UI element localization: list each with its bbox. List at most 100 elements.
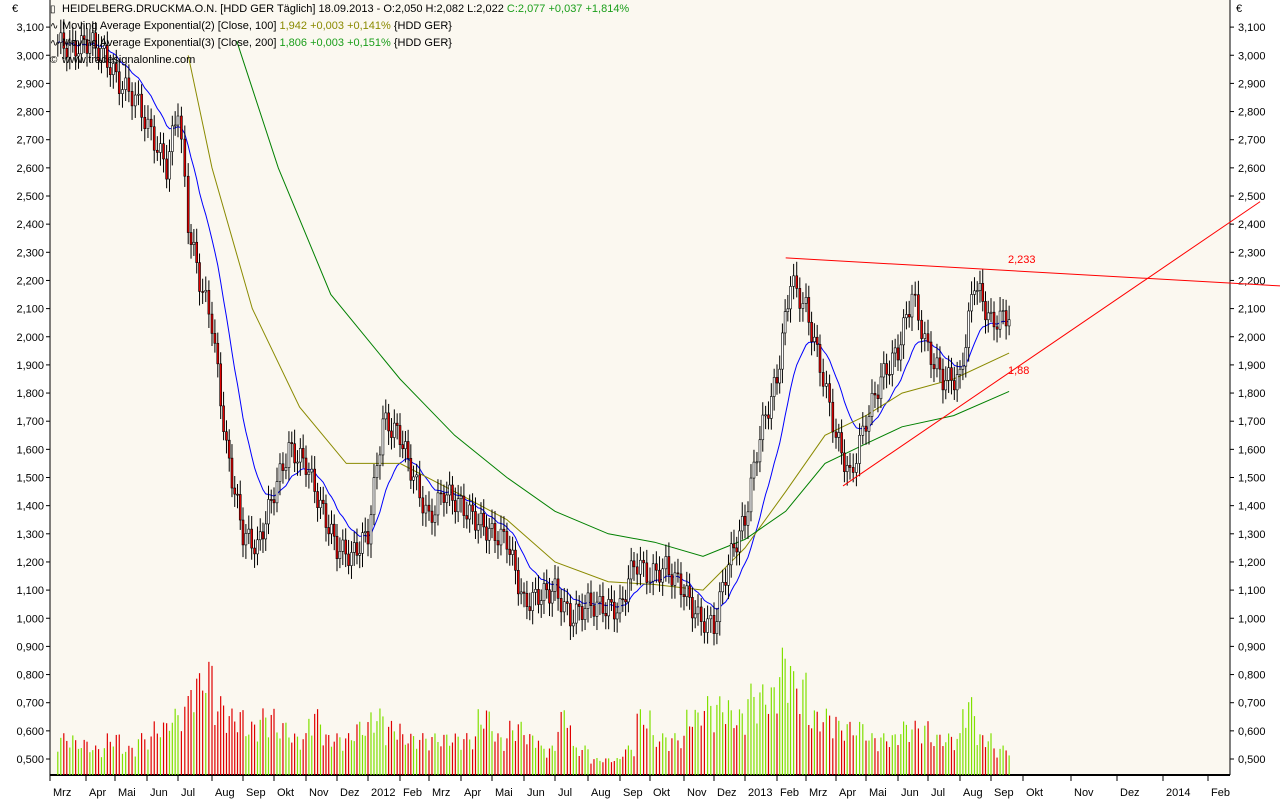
- candle-body: [1007, 319, 1011, 327]
- candle-body: [304, 457, 308, 475]
- trendline: [842, 201, 1261, 487]
- candle-body: [140, 93, 143, 118]
- candle-body: [299, 448, 302, 463]
- x-tick-label: Aug: [591, 787, 611, 799]
- candle-body: [121, 89, 124, 94]
- candle-body: [88, 42, 92, 54]
- candle-body: [56, 42, 60, 44]
- candle-body: [508, 548, 512, 555]
- candle-body: [738, 530, 741, 553]
- candle-body: [845, 465, 849, 472]
- candle-body: [688, 585, 691, 598]
- candle-body: [635, 566, 639, 575]
- y-tick-label-left: 0,600: [16, 726, 44, 738]
- x-tick-label: Nov: [687, 787, 707, 799]
- candle-body: [929, 341, 933, 365]
- candle-body: [752, 461, 756, 479]
- candle-body: [569, 603, 572, 627]
- legend-ema100: ∿ Moving Average Exponential(2) [Close, 1…: [50, 18, 629, 35]
- y-tick-label-left: 1,200: [16, 557, 44, 569]
- candle-body: [114, 63, 118, 73]
- candle-body: [372, 477, 376, 516]
- candle-body: [703, 621, 706, 633]
- candle-body: [1004, 310, 1008, 327]
- candle-body: [709, 615, 713, 620]
- candle-body: [451, 484, 454, 501]
- y-tick-label-right: 2,100: [1238, 304, 1266, 316]
- candle-body: [421, 497, 425, 514]
- candle-body: [424, 504, 428, 514]
- candle-body: [387, 412, 390, 432]
- candle-body: [989, 311, 993, 314]
- candle-body: [981, 283, 985, 302]
- x-tick-label: Jul: [931, 787, 945, 799]
- candle-body: [355, 542, 359, 556]
- candle-body: [256, 539, 259, 555]
- y-tick-label-right: 0,800: [1238, 670, 1266, 682]
- candle-body: [729, 543, 733, 566]
- candle-body: [781, 332, 784, 370]
- candle-body: [537, 589, 540, 605]
- x-tick-label: Sep: [246, 787, 266, 799]
- candle-body: [152, 126, 156, 151]
- y-tick-label-left: 2,800: [16, 107, 44, 119]
- candle-body: [94, 32, 97, 49]
- candle-body: [553, 578, 557, 592]
- candle-body: [861, 425, 865, 436]
- candle-body: [964, 347, 968, 367]
- y-tick-label-left: 2,500: [16, 191, 44, 203]
- candle-body: [430, 510, 434, 523]
- y-tick-label-left: 2,300: [16, 247, 44, 259]
- y-tick-label-left: 1,100: [16, 585, 44, 597]
- candle-body: [219, 363, 222, 407]
- candle-body: [112, 63, 115, 76]
- y-tick-label-left: 0,800: [16, 670, 44, 682]
- y-tick-label-right: 2,500: [1238, 191, 1266, 203]
- candle-body: [522, 591, 526, 594]
- candle-body: [651, 563, 655, 582]
- candle-body: [610, 599, 613, 603]
- y-tick-label-right: 2,400: [1238, 219, 1266, 231]
- x-tick-label: Feb: [1211, 787, 1230, 799]
- candle-body: [743, 516, 747, 526]
- candle-body: [893, 347, 897, 354]
- candle-body: [445, 494, 449, 503]
- x-tick-label: Jun: [527, 787, 545, 799]
- candle-body: [679, 573, 683, 595]
- candle-body: [284, 467, 288, 471]
- candle-body: [618, 598, 622, 614]
- candle-body: [482, 512, 486, 528]
- candle-body: [398, 425, 402, 445]
- candle-body: [848, 465, 852, 468]
- candle-body: [795, 275, 799, 289]
- candle-body: [335, 535, 339, 559]
- candle-body: [586, 592, 590, 609]
- candle-body: [828, 383, 831, 403]
- y-tick-label-left: 2,100: [16, 304, 44, 316]
- copyright-icon: ©: [50, 55, 58, 66]
- candle-body: [944, 380, 948, 391]
- x-tick-label: Dez: [717, 787, 737, 799]
- candle-body: [580, 606, 584, 620]
- candle-body: [293, 443, 296, 464]
- candle-body: [358, 553, 362, 556]
- candle-body: [685, 585, 689, 597]
- y-tick-label-right: 0,900: [1238, 641, 1266, 653]
- candle-body: [238, 494, 242, 521]
- y-tick-label-left: 3,100: [16, 22, 44, 34]
- candle-body: [350, 552, 353, 566]
- candle-body: [902, 317, 905, 346]
- candle-body: [278, 463, 282, 482]
- candle-body: [192, 241, 196, 245]
- candle-body: [330, 523, 333, 535]
- candle-body: [935, 357, 939, 370]
- candle-body: [664, 556, 668, 570]
- candle-body: [855, 463, 858, 473]
- candle-body: [433, 514, 437, 523]
- y-tick-label-right: 1,400: [1238, 501, 1266, 513]
- candle-body: [511, 549, 514, 555]
- candle-body: [978, 283, 982, 291]
- candle-body: [225, 431, 228, 441]
- candle-body: [589, 592, 593, 606]
